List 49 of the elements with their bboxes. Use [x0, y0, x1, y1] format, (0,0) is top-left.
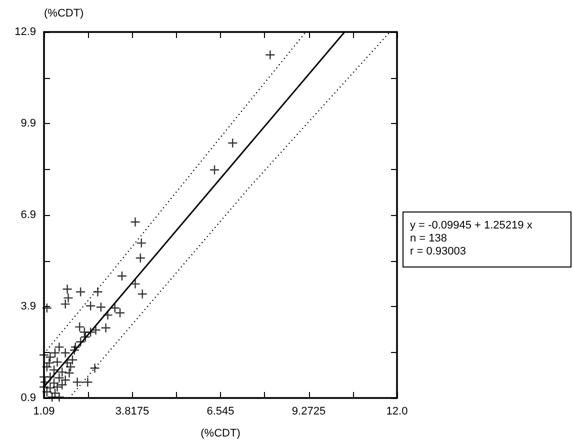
point [60, 298, 70, 310]
x-tick-label: 12.0 [386, 406, 408, 418]
point [70, 342, 80, 352]
x-tick-label: 6.545 [206, 406, 234, 418]
point [85, 300, 96, 311]
point [130, 278, 140, 290]
point [72, 377, 82, 388]
point [92, 286, 103, 297]
point [100, 322, 111, 333]
point [62, 284, 72, 294]
text: r = 0.93003 [410, 246, 466, 258]
point [82, 377, 93, 388]
y-axis-title: (%CDT) [44, 8, 84, 20]
point [64, 368, 74, 378]
point [65, 362, 76, 372]
point [130, 216, 140, 228]
point [228, 138, 238, 148]
y-tick-label: 9.9 [20, 118, 36, 130]
point [75, 286, 86, 297]
point [67, 354, 78, 365]
point [75, 336, 86, 347]
point [116, 270, 128, 282]
y-tick-label: 0.9 [20, 392, 36, 404]
point [62, 358, 72, 368]
point [90, 363, 100, 374]
point [63, 292, 74, 304]
point [80, 332, 91, 342]
point [137, 288, 148, 300]
y-tick-label: 12.9 [14, 26, 36, 38]
point [52, 382, 62, 392]
x-tick-label: 1.09 [33, 406, 55, 418]
point [265, 50, 276, 60]
y-tick-label: 3.9 [20, 300, 36, 312]
point [102, 310, 113, 320]
point [42, 302, 52, 314]
x-tick-label: 3.8175 [115, 406, 150, 418]
x-axis-title: (%CDT) [200, 428, 240, 440]
y-tick-label: 6.9 [20, 209, 36, 221]
point [209, 164, 220, 175]
point [136, 238, 146, 248]
point [69, 345, 80, 356]
text: y = -0.09945 + 1.25219 x [410, 220, 533, 232]
text: n = 138 [410, 232, 448, 244]
point [50, 348, 60, 358]
point [90, 324, 101, 336]
point [96, 302, 106, 312]
point [57, 366, 68, 378]
x-tick-label: 9.2725 [292, 406, 326, 418]
point [135, 252, 146, 264]
